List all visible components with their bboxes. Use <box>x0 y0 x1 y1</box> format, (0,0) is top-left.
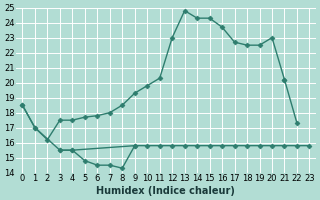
X-axis label: Humidex (Indice chaleur): Humidex (Indice chaleur) <box>97 186 236 196</box>
